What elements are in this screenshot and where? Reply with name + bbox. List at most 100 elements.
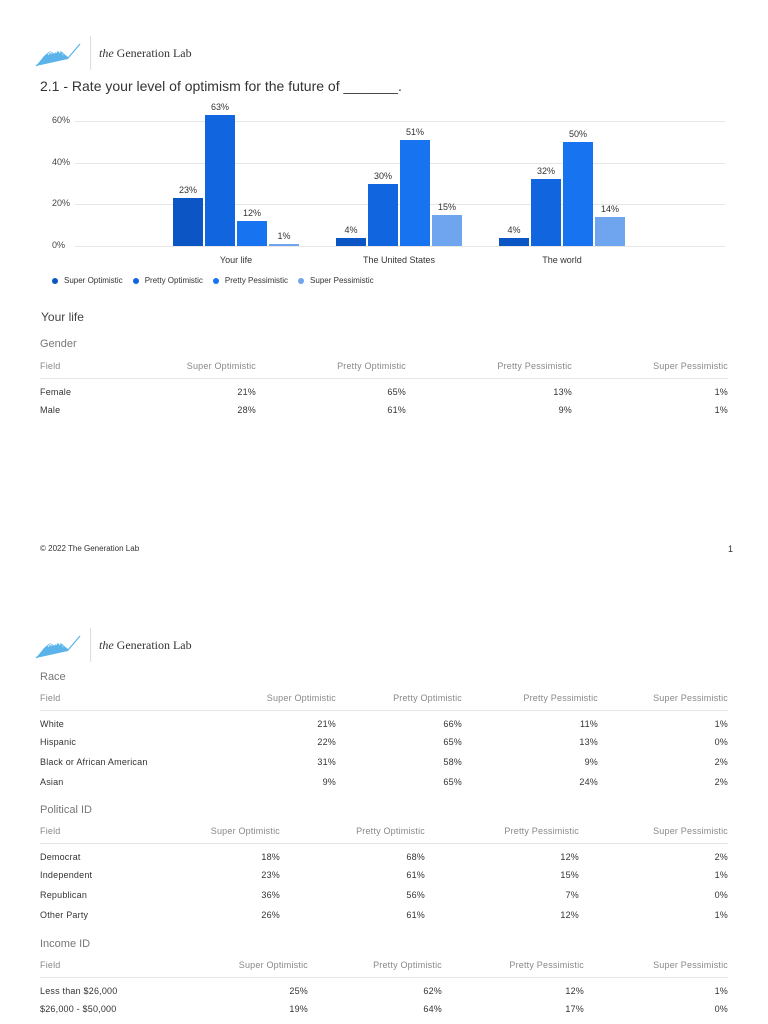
table-row: Republican 36% 56% 7% 0% bbox=[40, 884, 728, 904]
column-header: Pretty Optimistic bbox=[308, 960, 442, 978]
subsection-title-race: Race bbox=[40, 671, 66, 683]
table-cell: 62% bbox=[423, 985, 442, 996]
legend-label: Super Pessimistic bbox=[310, 276, 374, 285]
table-cell: 61% bbox=[406, 910, 425, 920]
column-header: Super Optimistic bbox=[200, 960, 308, 978]
table-cell: 68% bbox=[406, 851, 425, 862]
table-cell: 1% bbox=[714, 718, 728, 729]
x-axis-label: Your life bbox=[219, 255, 253, 265]
table-cell: 65% bbox=[443, 737, 462, 747]
header-logo: the Generation Lab bbox=[34, 628, 192, 662]
table-row: Democrat 18% 68% 12% 2% bbox=[40, 844, 728, 864]
table-cell: 61% bbox=[406, 870, 425, 880]
table-cell: 25% bbox=[289, 985, 308, 996]
column-header: Pretty Pessimistic bbox=[425, 826, 579, 844]
table-cell: 1% bbox=[714, 910, 728, 920]
column-header: Super Pessimistic bbox=[572, 361, 728, 379]
bar-pretty-optimistic bbox=[205, 114, 235, 246]
table-cell: White bbox=[40, 718, 65, 729]
brand-name: the Generation Lab bbox=[99, 637, 192, 652]
legend-label: Pretty Optimistic bbox=[144, 276, 203, 285]
mountain-chart-logo-icon bbox=[35, 43, 81, 67]
gridline bbox=[75, 121, 725, 122]
political-table: Field Super Optimistic Pretty Optimistic Pr… bbox=[40, 826, 728, 924]
column-header: Super Pessimistic bbox=[584, 960, 728, 978]
footer-copyright: © 2022 The Generation Lab bbox=[40, 544, 140, 553]
table-cell: 2% bbox=[714, 757, 728, 767]
column-header: Pretty Pessimistic bbox=[406, 361, 572, 379]
table-cell: Independent bbox=[40, 870, 93, 880]
table-cell: Other Party bbox=[40, 910, 89, 920]
legend-dot-icon bbox=[212, 277, 219, 284]
table-row: Hispanic 22% 65% 13% 0% bbox=[40, 731, 728, 751]
table-row: Female 21% 65% 13% 1% bbox=[40, 379, 728, 399]
table-cell: 21% bbox=[317, 718, 336, 729]
bar-pretty-pessimistic bbox=[237, 221, 267, 246]
column-header: Super Optimistic bbox=[140, 361, 256, 379]
page-1: the Generation Lab 2.1 - Rate your level… bbox=[34, 36, 733, 554]
question-title: 2.1 - Rate your level of optimism for th… bbox=[40, 78, 402, 94]
table-row: Less than $26,000 25% 62% 12% 1% bbox=[40, 978, 728, 998]
table-cell: Asian bbox=[40, 777, 64, 787]
bar-pretty-pessimistic bbox=[400, 139, 430, 246]
column-header: Field bbox=[40, 826, 160, 844]
bar-super-pessimistic bbox=[432, 214, 462, 246]
table-cell: 18% bbox=[261, 851, 280, 862]
column-header: Pretty Optimistic bbox=[336, 693, 462, 711]
table-cell: 11% bbox=[580, 718, 598, 729]
bar-value-label: 50% bbox=[568, 128, 587, 139]
race-table: Field Super Optimistic Pretty Optimistic Pr… bbox=[40, 693, 728, 791]
table-cell: Female bbox=[40, 386, 72, 397]
subsection-title-gender: Gender bbox=[40, 338, 77, 350]
table-cell: 0% bbox=[714, 890, 728, 900]
column-header: Pretty Pessimistic bbox=[462, 693, 598, 711]
table-cell: Democrat bbox=[40, 851, 81, 862]
bar-super-pessimistic bbox=[269, 243, 299, 246]
table-cell: 9% bbox=[558, 405, 572, 415]
header-logo: the Generation Lab bbox=[34, 36, 192, 70]
column-header: Field bbox=[40, 361, 140, 379]
mountain-chart-logo-icon bbox=[35, 635, 81, 659]
table-cell: 1% bbox=[714, 386, 728, 397]
table-cell: 22% bbox=[317, 737, 336, 747]
bar-value-label: 15% bbox=[437, 201, 456, 212]
column-header: Pretty Pessimistic bbox=[442, 960, 584, 978]
table-cell: 2% bbox=[714, 851, 728, 862]
bar-super-optimistic bbox=[499, 237, 529, 246]
legend-dot-icon bbox=[298, 277, 305, 284]
subsection-title-income: Income ID bbox=[40, 938, 91, 950]
legend-label: Pretty Pessimistic bbox=[224, 276, 289, 285]
legend-item: Super Optimistic bbox=[52, 276, 123, 285]
table-cell: 65% bbox=[387, 386, 406, 397]
table-cell: 13% bbox=[553, 386, 572, 397]
table-cell: 17% bbox=[565, 1004, 584, 1014]
brand-name: the Generation Lab bbox=[99, 45, 192, 60]
section-title-your-life: Your life bbox=[41, 310, 84, 324]
logo-divider bbox=[90, 628, 91, 662]
column-header: Pretty Optimistic bbox=[280, 826, 425, 844]
column-header: Super Optimistic bbox=[220, 693, 336, 711]
table-cell: 9% bbox=[322, 777, 336, 787]
bar-value-label: 30% bbox=[373, 170, 392, 181]
table-cell: Black or African American bbox=[40, 757, 148, 767]
table-row: Other Party 26% 61% 12% 1% bbox=[40, 904, 728, 924]
bar-pretty-pessimistic bbox=[563, 141, 593, 246]
table-cell: Republican bbox=[40, 890, 88, 900]
bar-value-label: 51% bbox=[405, 126, 424, 137]
legend-item: Pretty Pessimistic bbox=[212, 276, 289, 285]
income-table: Field Super Optimistic Pretty Optimistic Pr… bbox=[40, 960, 728, 1018]
column-header: Field bbox=[40, 693, 220, 711]
table-cell: 21% bbox=[237, 386, 256, 397]
subsection-title-political: Political ID bbox=[40, 804, 92, 816]
legend-item: Pretty Optimistic bbox=[132, 276, 203, 285]
y-axis-tick: 20% bbox=[52, 198, 71, 209]
bar-super-pessimistic bbox=[595, 216, 625, 246]
page-number: 1 bbox=[727, 544, 733, 554]
table-row: Independent 23% 61% 15% 1% bbox=[40, 864, 728, 884]
x-axis-label: The world bbox=[542, 255, 582, 265]
column-header: Field bbox=[40, 960, 200, 978]
table-cell: 15% bbox=[560, 870, 579, 880]
legend-item: Super Pessimistic bbox=[298, 276, 374, 285]
bar-value-label: 32% bbox=[536, 166, 555, 177]
page-2: the Generation Lab Race Field Super Optim… bbox=[0, 580, 768, 1024]
